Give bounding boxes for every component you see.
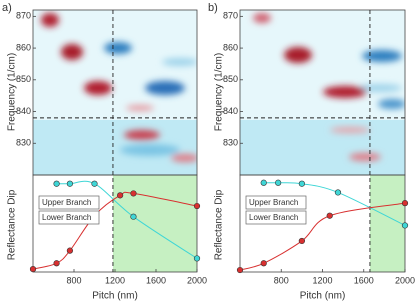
x-tick-label: 2000 xyxy=(395,275,415,285)
data-point xyxy=(53,180,60,187)
x-tick-label: 2000 xyxy=(187,275,207,285)
y-tick-label: 840 xyxy=(223,106,238,116)
data-point xyxy=(401,200,409,207)
data-point xyxy=(91,180,98,187)
data-point xyxy=(298,180,305,187)
y-axis-label: Frequency (1/cm) xyxy=(214,53,225,131)
legend-label: Lower Branch xyxy=(249,213,298,222)
y-tick-label: 840 xyxy=(16,106,31,116)
data-point xyxy=(66,180,73,187)
legend-box xyxy=(245,195,307,210)
x-tick-label: 800 xyxy=(274,275,289,285)
data-point xyxy=(260,179,267,186)
y-tick-label: 860 xyxy=(223,42,238,52)
x-tick-label: 1600 xyxy=(146,275,166,285)
data-point xyxy=(130,190,137,197)
legend-label: Upper Branch xyxy=(42,198,91,207)
x-tick-label: 1200 xyxy=(105,275,125,285)
data-point xyxy=(193,202,201,210)
data-point xyxy=(130,213,137,220)
y-tick-label: 870 xyxy=(16,11,31,21)
panel-label: b) xyxy=(208,2,218,14)
data-point xyxy=(236,266,244,274)
y-axis-label: Reflectance Dip xyxy=(7,189,18,260)
legend-label: Upper Branch xyxy=(249,198,298,207)
y-tick-label: 850 xyxy=(223,74,238,84)
data-point xyxy=(298,237,305,245)
x-axis-label: Pitch (nm) xyxy=(300,291,346,302)
shaded-region xyxy=(369,175,405,272)
data-point xyxy=(334,189,342,196)
x-tick-label: 800 xyxy=(66,275,81,285)
data-point xyxy=(117,192,124,199)
data-point xyxy=(53,260,60,267)
data-point xyxy=(29,265,37,273)
x-tick-label: 1600 xyxy=(354,275,374,285)
data-point xyxy=(275,179,282,186)
y-tick-label: 870 xyxy=(223,11,238,21)
legend-box xyxy=(38,195,100,210)
y-tick-label: 850 xyxy=(16,74,31,84)
y-tick-label: 830 xyxy=(16,138,31,148)
legend-box xyxy=(38,210,100,225)
y-tick-label: 830 xyxy=(223,138,238,148)
x-axis-label: Pitch (nm) xyxy=(92,291,138,302)
y-axis-label: Frequency (1/cm) xyxy=(7,53,18,131)
heatmap-b xyxy=(240,10,405,175)
legend-label: Lower Branch xyxy=(42,213,91,222)
shaded-region xyxy=(112,175,197,272)
heatmap-a xyxy=(33,10,197,175)
data-point xyxy=(326,212,333,219)
data-point xyxy=(66,247,73,254)
x-tick-label: 1200 xyxy=(312,275,332,285)
y-tick-label: 860 xyxy=(16,42,31,52)
data-point xyxy=(193,255,201,262)
data-point xyxy=(401,222,409,229)
y-axis-label: Reflectance Dip xyxy=(214,189,225,260)
data-point xyxy=(260,260,267,267)
legend-box xyxy=(245,210,307,225)
panel-label: a) xyxy=(2,2,12,14)
